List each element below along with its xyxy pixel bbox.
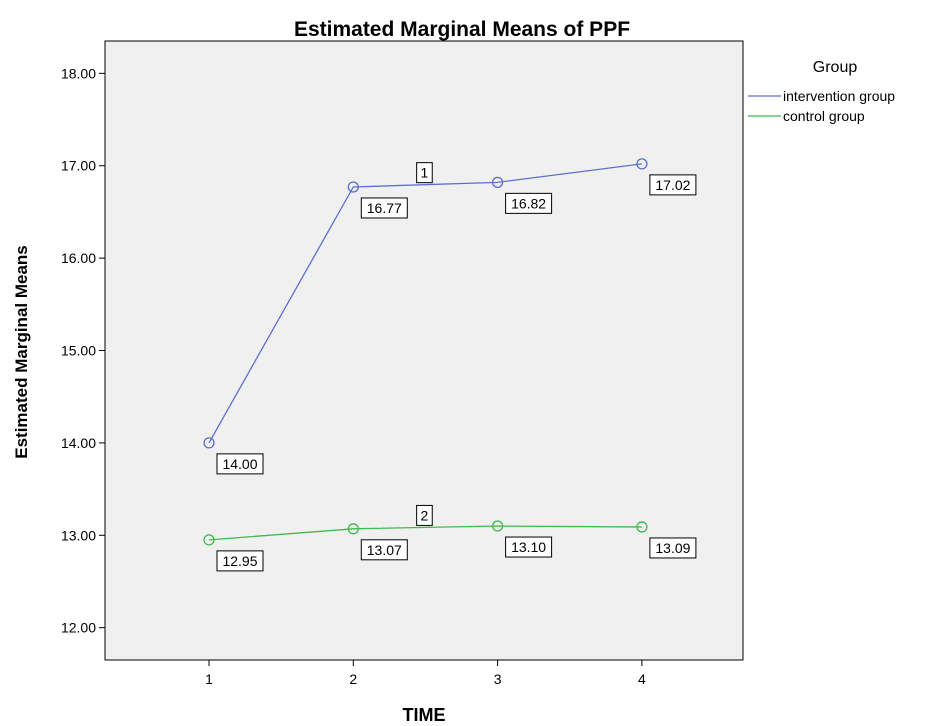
data-label-layer: 14.00 16.77 16.82 17.02 1 12.95 13.07 13.10 13.0…: [216, 162, 697, 572]
data-label: 12.95: [216, 550, 264, 572]
y-axis-title: Estimated Marginal Means: [12, 245, 31, 459]
data-label-text: 17.02: [655, 177, 690, 193]
series-line: [208, 525, 642, 541]
x-tick-label: 3: [494, 671, 502, 687]
data-point: [636, 158, 648, 170]
series-number-label-text: 2: [421, 507, 429, 523]
data-point: [203, 437, 215, 449]
y-tick-label: 16.00: [61, 250, 96, 266]
data-label-text: 14.00: [222, 456, 257, 472]
data-label-box: [505, 536, 553, 558]
series-number-label: 2: [416, 504, 433, 526]
data-point: [347, 523, 359, 535]
y-axis: 12.00 13.00 14.00 15.00 16.00 17.00 18.00: [61, 65, 105, 636]
y-tick-label: 15.00: [61, 343, 96, 359]
x-axis: 1 2 3 4: [205, 660, 646, 687]
data-label: 16.82: [505, 192, 553, 214]
legend-label: control group: [783, 108, 865, 124]
data-label-text: 13.09: [655, 540, 690, 556]
data-point: [203, 534, 215, 546]
data-label-text: 16.77: [367, 200, 402, 216]
y-tick-label: 12.00: [61, 620, 96, 636]
y-tick-label: 14.00: [61, 435, 96, 451]
data-label-text: 16.82: [511, 195, 546, 211]
x-axis-title: TIME: [403, 705, 446, 725]
series-number-label-box: [416, 504, 433, 526]
data-point: [636, 521, 648, 533]
series-layer: [203, 158, 648, 546]
y-tick-label: 17.00: [61, 158, 96, 174]
data-label-box: [360, 197, 408, 219]
chart-title: Estimated Marginal Means of PPF: [294, 18, 630, 41]
x-tick-label: 4: [638, 671, 646, 687]
data-label-box: [216, 550, 264, 572]
data-label-box: [360, 539, 408, 561]
legend: Group intervention group control group: [748, 59, 895, 124]
data-label: 13.10: [505, 536, 553, 558]
y-tick-label: 13.00: [61, 527, 96, 543]
data-point: [347, 181, 359, 193]
series-number-label: 1: [416, 162, 433, 184]
data-label-box: [216, 453, 264, 475]
data-label-text: 12.95: [222, 553, 257, 569]
data-label: 16.77: [360, 197, 408, 219]
legend-items: intervention group control group: [748, 88, 895, 124]
legend-label: intervention group: [783, 88, 895, 104]
data-label-box: [505, 192, 553, 214]
series-number-label-text: 1: [421, 165, 429, 181]
series-line: [208, 163, 642, 444]
data-label: 17.02: [649, 174, 697, 196]
data-label: 13.07: [360, 539, 408, 561]
data-point: [491, 520, 504, 532]
legend-title: Group: [813, 59, 858, 76]
data-label-text: 13.07: [367, 542, 402, 558]
data-point: [491, 176, 504, 189]
data-label-box: [649, 537, 697, 559]
data-label: 13.09: [649, 537, 697, 559]
series-number-label-box: [416, 162, 433, 184]
data-label-box: [649, 174, 697, 196]
plot-area: [104, 40, 744, 661]
y-tick-label: 18.00: [61, 65, 96, 81]
x-tick-label: 1: [205, 671, 213, 687]
data-label-text: 13.10: [511, 539, 546, 555]
x-tick-label: 2: [349, 671, 357, 687]
data-label: 14.00: [216, 453, 264, 475]
